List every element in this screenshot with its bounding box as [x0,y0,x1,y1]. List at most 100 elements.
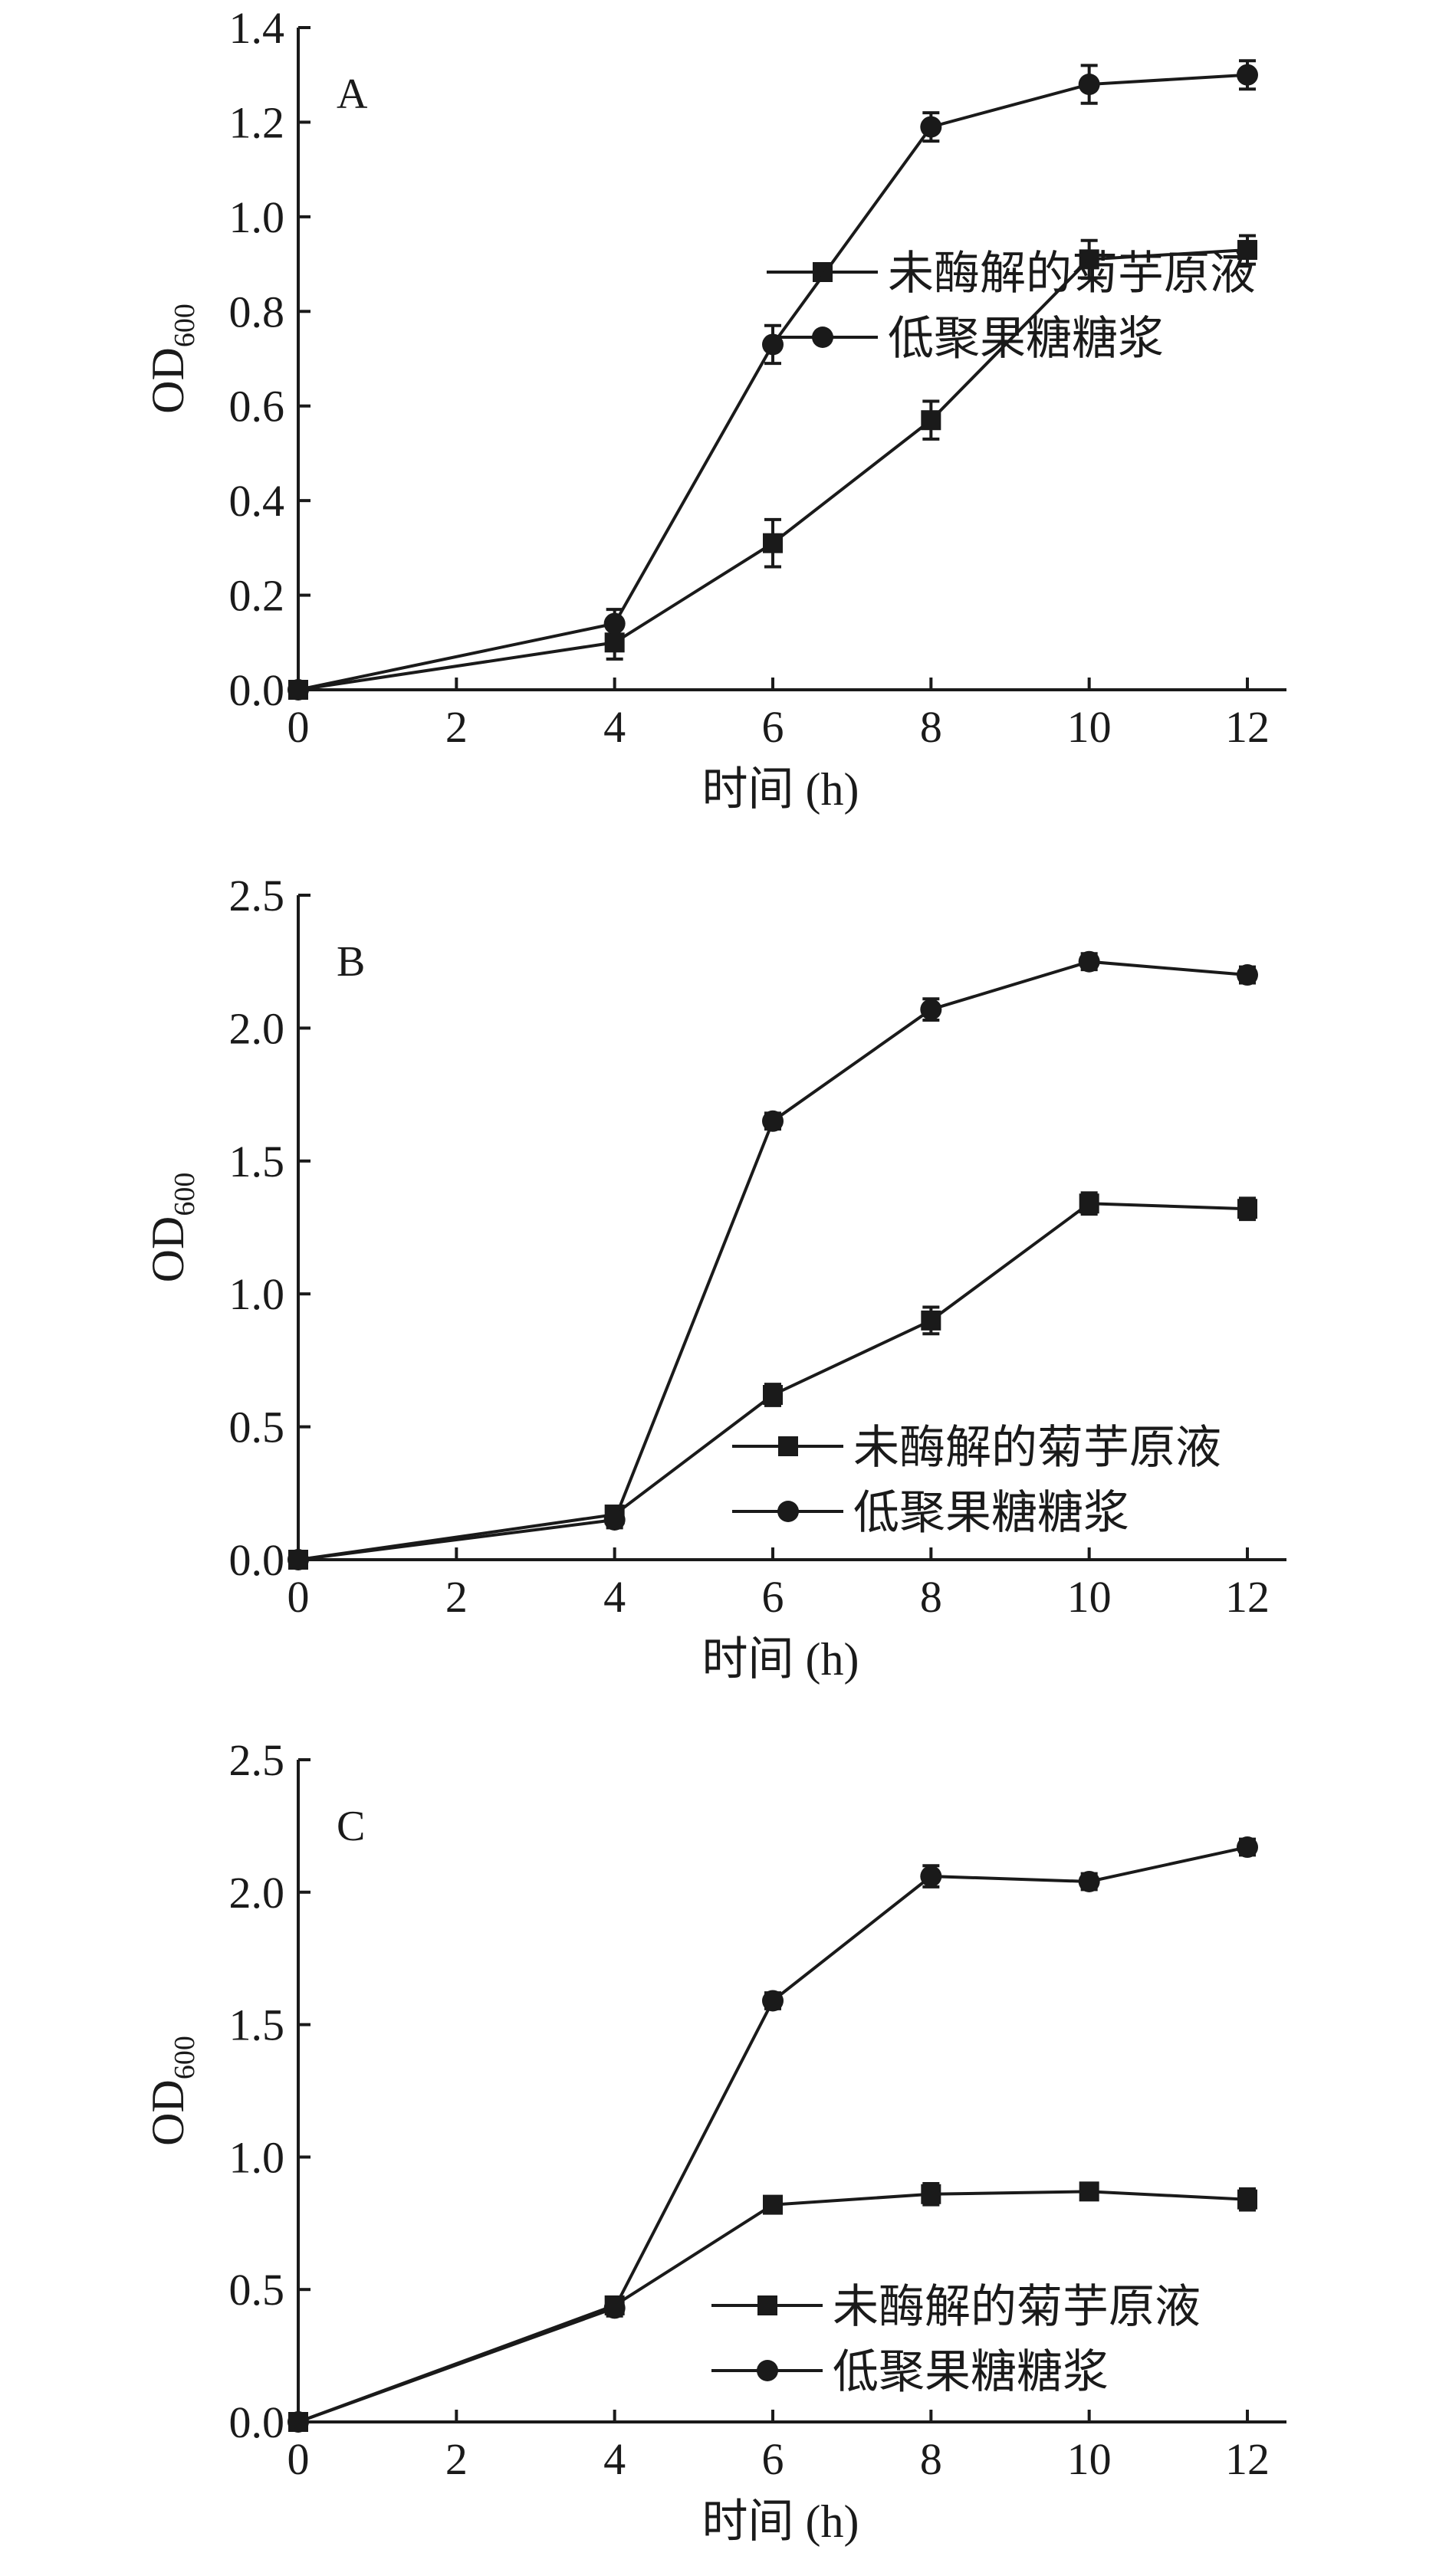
x-tick-label: 12 [1225,702,1270,752]
y-tick-label: 0.4 [229,476,285,526]
y-tick-label: 0.0 [229,2397,285,2447]
data-point-circle [762,1990,784,2012]
data-point-square [1079,249,1099,270]
x-tick-label: 4 [603,702,626,752]
x-tick-label: 6 [762,1572,784,1622]
data-point-circle [1237,64,1258,86]
y-axis-label-main: OD [143,2079,193,2146]
chart-panel-C: 0.0 0.5 1.0 1.5 2.0 2.5 0 2 4 6 8 10 12 时间 (h) OD600 C 未… [143,1735,1286,2547]
y-tick-label: 1.0 [229,2132,285,2182]
data-point-circle [762,1110,784,1132]
data-point-circle [920,999,942,1021]
series-square: 未酶解的菊芋原液 [288,1191,1257,1570]
data-point-square [1237,1199,1257,1219]
data-point-circle [1078,1870,1100,1892]
legend-label: 低聚果糖糖浆 [833,2347,1109,2397]
x-tick-label: 10 [1067,2434,1112,2484]
y-tick-label: 0.0 [229,665,285,715]
legend-label: 未酶解的菊芋原液 [853,1423,1221,1473]
y-axis-label-main: OD [143,1216,193,1283]
y-tick-label: 0.6 [229,382,285,432]
legend-marker-circle [777,1501,799,1522]
x-tick-label: 8 [920,2434,942,2484]
x-tick-label: 2 [445,702,468,752]
x-tick-label: 6 [762,2434,784,2484]
data-point-circle [1078,74,1100,96]
y-tick-label: 1.4 [229,3,285,53]
legend-marker-circle [757,2360,778,2381]
x-tick-label: 10 [1067,1572,1112,1622]
series-line [297,960,1248,1561]
x-tick-label: 12 [1225,1572,1270,1622]
y-axis-label: OD600 [143,2036,201,2146]
data-point-square [1079,2181,1099,2202]
y-axis-label-subscript: 600 [169,1173,201,1216]
series-line [297,73,1248,691]
data-point-circle [920,1866,942,1888]
x-tick-label: 12 [1225,2434,1270,2484]
legend-marker-circle [812,327,833,348]
y-axis-label-main: OD [143,347,193,414]
series-circle: 低聚果糖糖浆 [288,1836,1258,2433]
legend-label: 未酶解的菊芋原液 [833,2282,1201,2332]
x-axis-label: 时间 (h) [702,1634,859,1685]
series-square: 未酶解的菊芋原液 [288,2181,1257,2432]
y-tick-label: 0.5 [229,1403,285,1452]
data-point-circle [288,2411,309,2433]
data-point-circle [762,333,784,356]
x-tick-label: 0 [288,2434,310,2484]
legend-marker-square [778,1436,798,1456]
data-point-circle [288,679,309,701]
y-tick-label: 2.0 [229,1003,285,1053]
series-line [297,248,1248,691]
legend-label: 未酶解的菊芋原液 [888,248,1256,299]
data-point-square [921,1310,941,1331]
y-tick-label: 2.0 [229,1868,285,1918]
data-point-circle [1237,1836,1258,1859]
series-circle: 低聚果糖糖浆 [288,950,1258,1570]
data-point-square [1237,2189,1257,2210]
data-point-square [1237,240,1257,261]
series-line [297,1846,1248,2423]
data-point-square [921,2184,941,2204]
series-square: 未酶解的菊芋原液 [288,234,1257,700]
y-tick-label: 1.2 [229,97,285,147]
y-tick-label: 2.5 [229,1735,285,1785]
y-tick-label: 1.5 [229,1137,285,1186]
data-point-square [921,410,941,431]
y-tick-label: 0.0 [229,1535,285,1585]
x-tick-label: 4 [603,2434,626,2484]
y-axis-label: OD600 [143,304,201,414]
y-tick-label: 1.0 [229,1269,285,1319]
x-tick-label: 8 [920,702,942,752]
legend-marker-square [757,2295,777,2315]
panel-label: A [337,71,368,118]
x-axis-label: 时间 (h) [702,764,859,815]
y-tick-label: 1.0 [229,192,285,242]
data-point-circle [1078,950,1100,973]
y-tick-label: 0.8 [229,287,285,336]
x-tick-label: 6 [762,702,784,752]
x-axis-label: 时间 (h) [702,2496,859,2547]
chart-panel-A: 0.0 0.2 0.4 0.6 0.8 1.0 1.2 1.4 0 2 4 6 8 10 12 时间 (h) O… [143,3,1286,815]
legend-label: 低聚果糖糖浆 [888,313,1164,364]
panel-label: C [337,1803,365,1850]
y-tick-label: 1.5 [229,2000,285,2050]
data-point-square [1079,1193,1099,1214]
data-point-circle [603,1508,626,1531]
series-circle: 低聚果糖糖浆 [288,59,1258,701]
x-tick-label: 8 [920,1572,942,1622]
data-point-circle [603,612,626,635]
y-tick-label: 2.5 [229,871,285,920]
panel-label: B [337,938,365,986]
data-point-square [763,2194,783,2215]
x-tick-label: 0 [288,702,310,752]
x-tick-label: 0 [288,1572,310,1622]
x-tick-label: 2 [445,1572,468,1622]
series-line [297,2190,1248,2423]
y-tick-label: 0.2 [229,571,285,621]
y-axis-label-subscript: 600 [169,2036,201,2079]
chart-panel-B: 0.0 0.5 1.0 1.5 2.0 2.5 0 2 4 6 8 10 12 时间 (h) OD600 B 未… [143,871,1286,1685]
y-axis-label-subscript: 600 [169,304,201,347]
